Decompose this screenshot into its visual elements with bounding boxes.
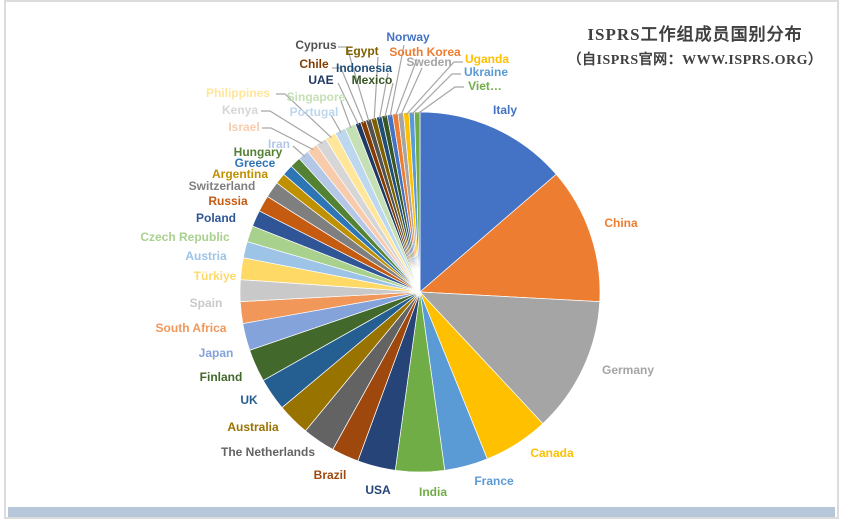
leader-line-egypt bbox=[373, 56, 379, 121]
leader-line-iran bbox=[292, 145, 306, 157]
leader-line-israel bbox=[262, 127, 314, 151]
pie-slice-italy[interactable] bbox=[419, 111, 557, 293]
pie-slice-china[interactable] bbox=[419, 173, 601, 303]
leader-line-mexico bbox=[384, 82, 394, 118]
leader-line-singapore bbox=[340, 100, 352, 129]
leader-line-viet bbox=[416, 86, 464, 115]
leader-line-kenya bbox=[261, 110, 323, 144]
leader-line-cyprus bbox=[338, 46, 370, 122]
chart-title: ISPRS工作组成员国别分布 （自ISPRS官网：WWW.ISPRS.ORG） bbox=[552, 20, 838, 69]
leader-line-chile bbox=[332, 67, 365, 124]
leader-line-philippines bbox=[276, 93, 332, 139]
leader-line-south-korea bbox=[394, 58, 418, 116]
leader-line-ukraine bbox=[411, 73, 461, 115]
window-edge-strip bbox=[8, 507, 835, 517]
chart-title-line-1: ISPRS工作组成员国别分布 bbox=[587, 25, 803, 44]
leader-line-uae bbox=[337, 82, 360, 126]
chart-title-line-2: （自ISPRS官网：WWW.ISPRS.ORG） bbox=[567, 53, 823, 68]
leader-line-indonesia bbox=[378, 72, 389, 119]
leader-line-sweden bbox=[400, 67, 423, 116]
leader-line-norway bbox=[389, 44, 405, 117]
pie-slice-germany[interactable] bbox=[419, 291, 601, 425]
leader-line-uganda bbox=[405, 61, 463, 115]
leader-line-portugal bbox=[330, 114, 342, 133]
